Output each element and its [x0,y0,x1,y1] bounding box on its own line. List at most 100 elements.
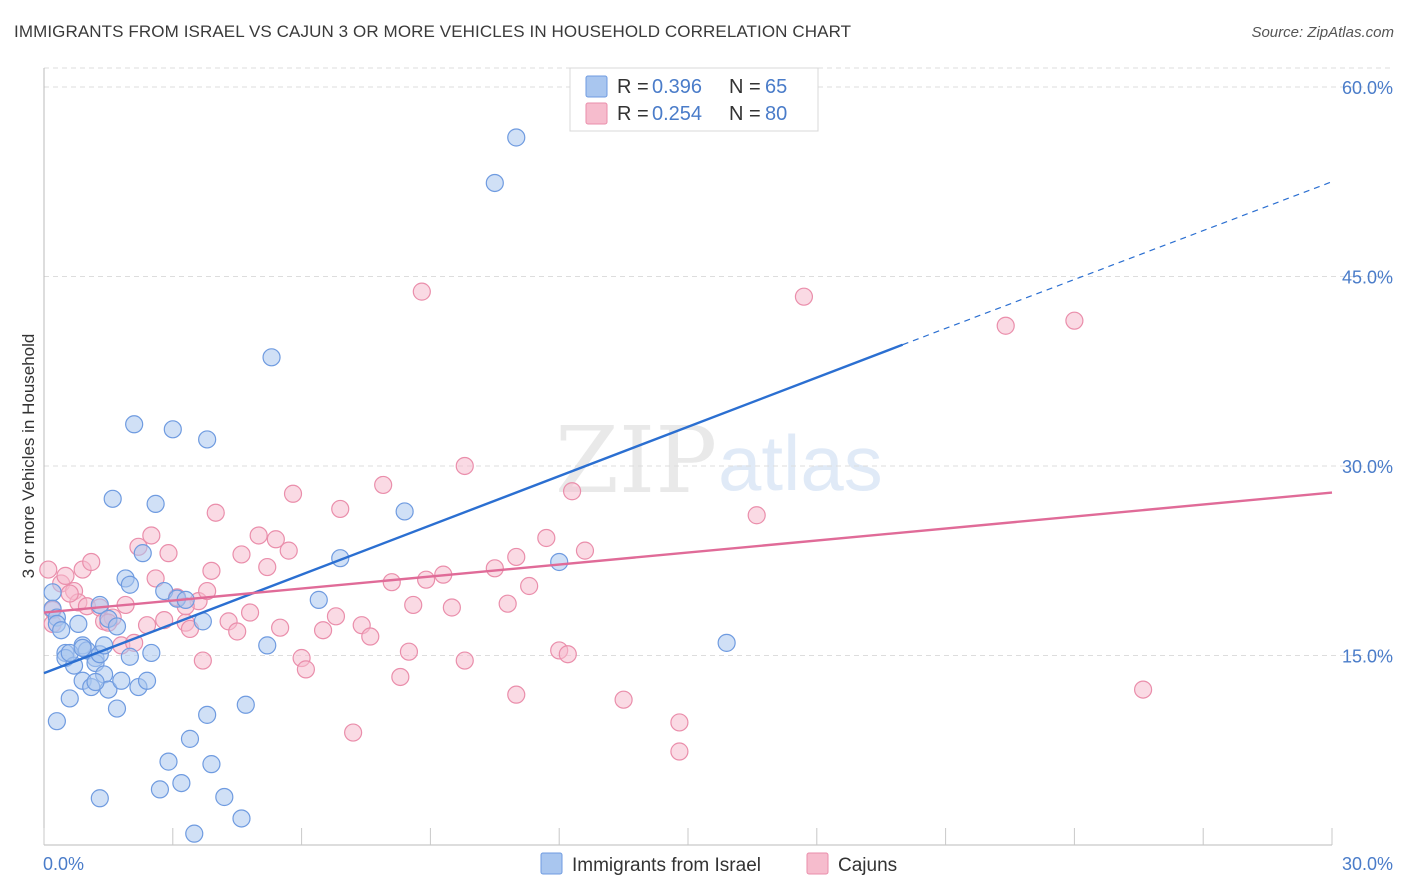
israel-point [180,729,200,748]
cajun-point [146,569,165,588]
israel-point [146,494,165,513]
israel-point [107,699,127,718]
bottom-legend-label-pink: Cajuns [838,855,897,876]
cajun-point [249,526,268,545]
israel-point [395,502,414,521]
cajun-point [344,723,363,742]
legend-swatch-pink [585,102,608,125]
cajun-point [331,499,350,519]
cajun-point [485,559,504,578]
israel-trend-line [43,343,904,675]
cajun-point [558,645,577,664]
legend-n-value-pink: 80 [765,103,787,125]
israel-point [202,755,221,774]
bottom-legend-swatch-pink [806,852,829,875]
stats-legend: R = 0.396 N = 65 R = 0.254 N = 80 [569,67,819,132]
israel-point [198,430,217,449]
israel-point [717,633,736,652]
israel-point [103,489,122,508]
cajun-point [391,667,410,687]
israel-point [485,173,504,193]
cajun-point [279,541,298,560]
x-axis-ticks [43,828,1333,845]
israel-point [236,695,255,714]
cajun-point [232,545,251,564]
y-tick-label: 30.0% [1342,457,1393,477]
cajun-point [374,475,393,495]
cajun-point [417,570,436,589]
cajun-point [412,282,431,301]
legend-swatch-blue [585,75,608,98]
cajun-point [266,530,285,549]
cajun-point [198,581,217,601]
israel-point [150,780,170,799]
israel-point [232,809,251,828]
cajun-point [240,603,260,622]
legend-n-label-blue: N = [729,76,761,98]
bottom-legend-swatch-blue [540,852,563,875]
source-label: Source: ZipAtlas.com [1251,24,1394,41]
cajun-point [159,544,178,563]
israel-point [125,415,144,434]
cajun-point [507,685,526,704]
cajun-point [442,598,461,617]
cajun-point [404,595,423,615]
watermark-zip: ZIP [555,407,717,514]
cajun-point [82,552,101,572]
israel-point [215,787,234,807]
cajun-point [537,528,556,548]
cajun-point [747,506,766,525]
gridlines [44,67,1392,656]
israel-point [133,544,152,563]
cajun-point [258,557,277,577]
cajun-point [498,594,517,613]
israel-point [163,420,182,439]
cajun-point [202,561,221,580]
y-tick-labels: 15.0% 30.0% 45.0% 60.0% [1342,78,1393,667]
cajun-point [382,573,401,592]
cajun-point [399,642,419,661]
cajun-trend-line [43,491,1333,614]
cajun-point [283,484,303,503]
cajuns-points [39,282,1153,761]
bottom-legend-label-blue: Immigrants from Israel [572,855,761,876]
israel-point [172,773,191,793]
cajun-point [670,713,689,732]
cajun-point [56,566,75,585]
cajun-point [193,651,212,670]
trend-lines [43,181,1333,675]
legend-r-label-blue: R = [617,76,649,98]
cajun-point [296,660,315,679]
cajun-point [206,503,225,522]
israel-point [142,643,161,663]
israel-point [107,617,127,636]
y-axis-title: 3 or more Vehicles in Household [19,334,38,579]
israel-point [90,789,109,808]
cajun-point [455,651,474,670]
israel-point [86,672,105,692]
legend-r-label-pink: R = [617,103,649,125]
israel-point [47,712,66,731]
israel-point [52,621,71,640]
watermark-atlas: atlas [718,419,883,507]
israel-points [43,128,736,843]
israel-point [73,638,92,658]
israel-point [198,705,217,724]
israel-trend-extension [902,181,1333,346]
israel-point [159,752,178,771]
cajun-point [326,607,346,626]
israel-point [137,671,157,690]
y-tick-label: 60.0% [1342,78,1393,98]
cajun-point [60,584,79,603]
cajun-point [361,627,380,646]
y-tick-label: 15.0% [1342,646,1393,666]
israel-point [258,636,277,655]
israel-point [112,671,131,690]
legend-r-value-blue: 0.396 [652,76,702,98]
x-tick-label-min: 0.0% [43,854,84,874]
watermark: ZIP atlas [555,407,883,514]
israel-point [309,590,328,609]
israel-point [120,647,139,666]
cajun-point [1133,680,1153,699]
